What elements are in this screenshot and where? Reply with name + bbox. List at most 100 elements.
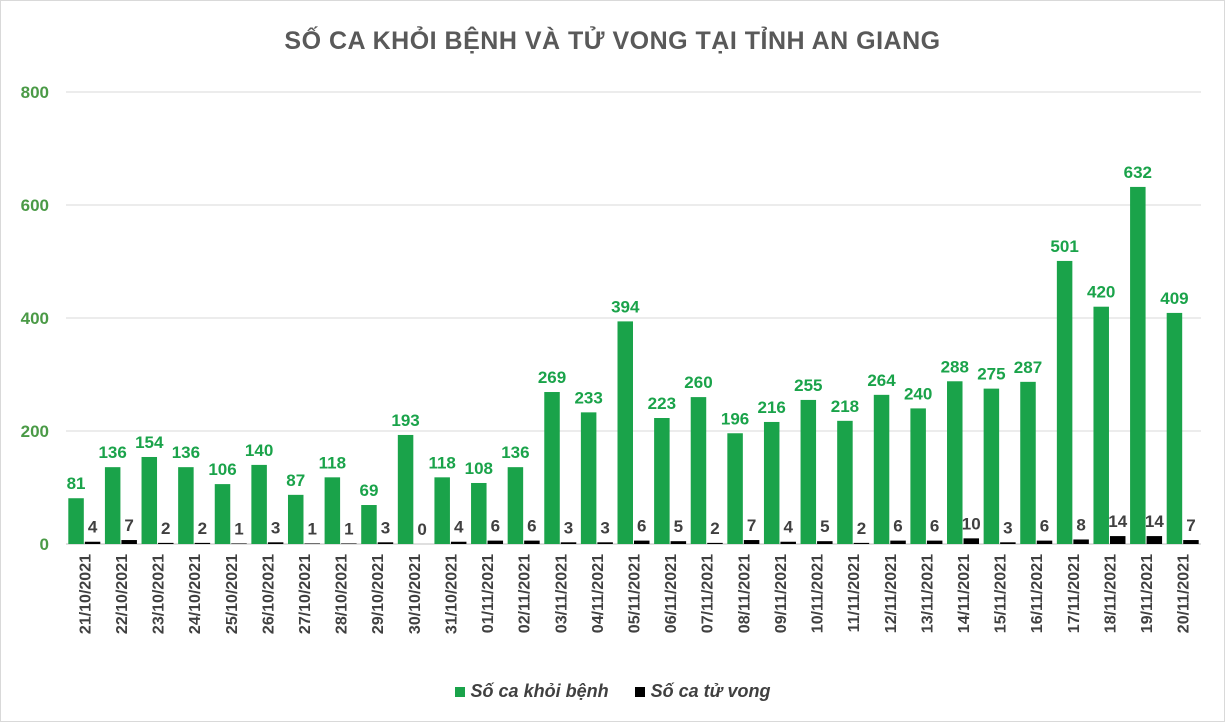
x-tick-label: 23/10/2021	[151, 554, 168, 634]
data-label-deaths: 1	[234, 519, 243, 538]
data-label-recovered: 394	[611, 297, 640, 316]
bar-deaths-28/10/2021	[341, 543, 357, 544]
x-tick-label: 12/11/2021	[883, 554, 900, 633]
bar-deaths-01/11/2021	[487, 540, 504, 544]
data-label-deaths: 4	[783, 518, 793, 537]
bar-deaths-16/11/2021	[1036, 540, 1053, 544]
bar-deaths-14/11/2021	[963, 538, 980, 544]
bar-recovered-01/11/2021	[471, 482, 487, 544]
data-label-recovered: 255	[794, 376, 822, 395]
data-label-recovered: 108	[465, 459, 493, 478]
x-tick-label: 28/10/2021	[334, 554, 351, 634]
bar-recovered-17/11/2021	[1056, 260, 1073, 544]
bar-recovered-28/10/2021	[324, 477, 341, 544]
bar-deaths-20/11/2021	[1183, 540, 1199, 544]
data-label-recovered: 260	[684, 373, 712, 392]
x-tick-label: 30/10/2021	[407, 554, 424, 634]
data-label-deaths: 6	[637, 517, 646, 536]
data-label-deaths: 3	[600, 518, 609, 537]
bar-recovered-25/10/2021	[214, 484, 231, 544]
bar-recovered-04/11/2021	[580, 412, 597, 544]
data-label-recovered: 136	[172, 443, 200, 462]
data-label-recovered: 240	[904, 384, 932, 403]
data-label-deaths: 1	[344, 519, 353, 538]
x-tick-label: 03/11/2021	[553, 554, 570, 633]
bar-recovered-13/11/2021	[910, 408, 926, 544]
bar-deaths-23/10/2021	[158, 542, 174, 544]
bar-recovered-05/11/2021	[617, 321, 633, 544]
bar-recovered-11/11/2021	[837, 420, 853, 544]
legend-label-recovered: Số ca khỏi bệnh	[470, 681, 609, 701]
data-label-deaths: 7	[1186, 516, 1195, 535]
bar-deaths-26/10/2021	[267, 542, 284, 544]
data-label-deaths: 10	[962, 514, 981, 533]
data-label-deaths: 14	[1145, 512, 1164, 531]
data-label-recovered: 196	[721, 409, 749, 428]
bar-deaths-24/10/2021	[194, 542, 211, 544]
bar-recovered-03/11/2021	[544, 392, 560, 544]
bar-deaths-19/11/2021	[1146, 536, 1163, 544]
data-label-deaths: 1	[307, 519, 316, 538]
data-label-deaths: 5	[820, 517, 829, 536]
bar-deaths-27/10/2021	[304, 543, 320, 544]
bar-recovered-29/10/2021	[361, 505, 377, 544]
x-tick-label: 07/11/2021	[700, 554, 717, 633]
legend-item-recovered: Số ca khỏi bệnh	[454, 681, 609, 702]
bar-deaths-10/11/2021	[817, 541, 833, 544]
y-tick-label: 200	[21, 422, 49, 441]
bar-deaths-31/10/2021	[450, 541, 467, 544]
bar-deaths-13/11/2021	[926, 540, 943, 544]
data-label-recovered: 193	[391, 411, 419, 430]
data-label-recovered: 81	[67, 474, 86, 493]
data-label-deaths: 2	[161, 519, 170, 538]
data-label-deaths: 14	[1108, 512, 1127, 531]
bar-recovered-27/10/2021	[287, 494, 304, 544]
bar-recovered-23/10/2021	[141, 456, 158, 544]
bar-recovered-20/11/2021	[1166, 312, 1183, 544]
bar-deaths-03/11/2021	[560, 542, 577, 544]
chart-title: SỐ CA KHỎI BỆNH VÀ TỬ VONG TẠI TỈNH AN G…	[284, 27, 941, 55]
x-tick-label: 06/11/2021	[663, 554, 680, 633]
data-label-deaths: 6	[491, 517, 500, 536]
bar-recovered-08/11/2021	[727, 433, 743, 544]
x-tick-label: 09/11/2021	[773, 554, 790, 633]
bar-deaths-15/11/2021	[1000, 542, 1016, 544]
y-tick-label: 400	[21, 309, 49, 328]
legend-swatch-deaths	[634, 686, 645, 697]
bar-deaths-06/11/2021	[670, 541, 687, 544]
data-label-recovered: 69	[359, 481, 378, 500]
x-tick-label: 18/11/2021	[1102, 554, 1119, 633]
data-label-deaths: 2	[857, 519, 866, 538]
data-label-deaths: 6	[930, 517, 939, 536]
bar-deaths-12/11/2021	[890, 540, 906, 544]
data-label-deaths: 4	[454, 518, 464, 537]
x-tick-label: 13/11/2021	[919, 554, 936, 633]
data-label-deaths: 7	[747, 516, 756, 535]
bar-deaths-11/11/2021	[853, 542, 870, 544]
data-label-deaths: 2	[198, 519, 207, 538]
data-label-deaths: 7	[124, 516, 133, 535]
data-label-deaths: 2	[710, 519, 719, 538]
data-label-recovered: 216	[758, 398, 786, 417]
data-label-deaths: 3	[271, 518, 280, 537]
data-label-recovered: 420	[1087, 283, 1115, 302]
data-label-recovered: 140	[245, 441, 273, 460]
x-tick-label: 04/11/2021	[590, 554, 607, 633]
data-label-recovered: 118	[319, 453, 346, 472]
data-label-recovered: 136	[501, 443, 529, 462]
bar-recovered-07/11/2021	[690, 397, 707, 544]
x-tick-label: 26/10/2021	[260, 554, 277, 634]
bar-recovered-15/11/2021	[983, 388, 1000, 544]
legend-swatch-recovered	[454, 686, 465, 697]
data-label-deaths: 5	[674, 517, 683, 536]
x-tick-label: 27/10/2021	[297, 554, 314, 634]
data-label-recovered: 288	[941, 357, 969, 376]
x-tick-label: 25/10/2021	[224, 554, 241, 634]
legend-item-deaths: Số ca tử vong	[634, 681, 770, 702]
bar-deaths-02/11/2021	[524, 540, 540, 544]
bar-deaths-21/10/2021	[84, 541, 101, 544]
y-tick-label: 600	[21, 196, 49, 215]
bar-recovered-21/10/2021	[68, 498, 84, 544]
